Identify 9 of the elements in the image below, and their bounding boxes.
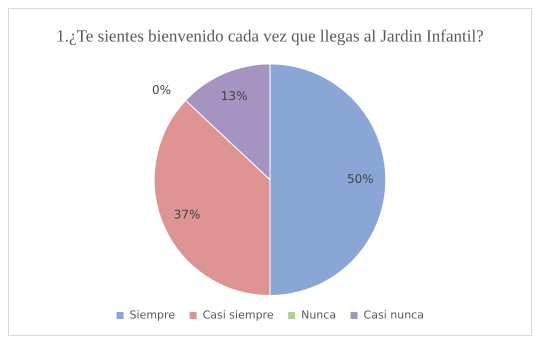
data-label: 50% — [346, 172, 374, 186]
data-label: 37% — [174, 208, 200, 222]
legend-label: Nunca — [301, 308, 336, 322]
legend-label: Casi nunca — [364, 308, 424, 322]
legend-label: Siempre — [130, 308, 176, 322]
chart-title: 1.¿Te sientes bienvenido cada vez que llegas al Jardin Infantil? — [56, 26, 484, 46]
text: 0% — [152, 83, 171, 98]
data-label: 13% — [220, 88, 248, 103]
legend-label: Casi siempre — [202, 308, 274, 322]
